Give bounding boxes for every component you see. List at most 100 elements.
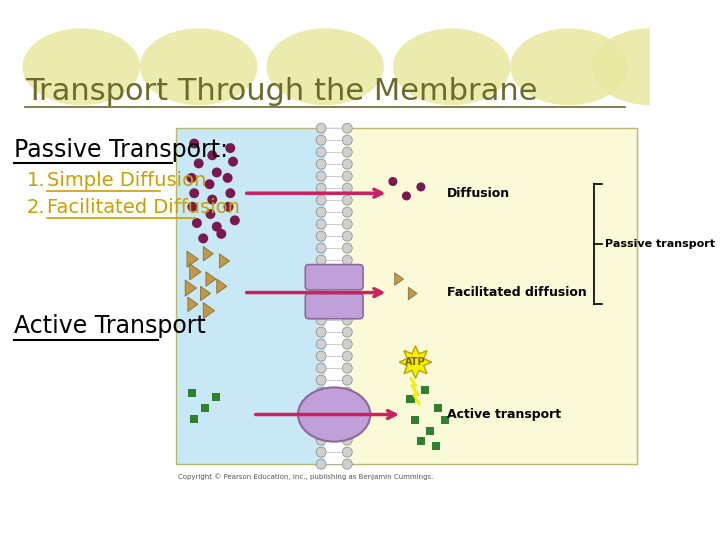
Circle shape [316, 399, 326, 409]
Circle shape [316, 303, 326, 313]
Circle shape [342, 315, 352, 325]
Circle shape [194, 158, 204, 168]
FancyBboxPatch shape [212, 393, 220, 401]
Polygon shape [203, 302, 215, 319]
Polygon shape [217, 279, 227, 293]
Circle shape [316, 351, 326, 361]
Circle shape [316, 291, 326, 301]
Circle shape [316, 195, 326, 205]
Circle shape [342, 339, 352, 349]
Text: Facilitated Diffusion: Facilitated Diffusion [47, 198, 240, 217]
FancyBboxPatch shape [200, 404, 209, 412]
Circle shape [342, 387, 352, 397]
FancyBboxPatch shape [433, 404, 441, 412]
Circle shape [342, 219, 352, 229]
Circle shape [316, 255, 326, 265]
Text: 2.: 2. [27, 198, 46, 217]
Circle shape [342, 267, 352, 277]
Ellipse shape [266, 29, 384, 105]
Text: Active transport: Active transport [447, 408, 561, 421]
Circle shape [204, 179, 215, 189]
Circle shape [225, 188, 235, 198]
Text: Active Transport: Active Transport [14, 314, 205, 338]
Circle shape [342, 363, 352, 373]
Circle shape [342, 291, 352, 301]
Circle shape [222, 173, 233, 183]
Ellipse shape [592, 29, 709, 105]
Circle shape [316, 135, 326, 145]
Circle shape [316, 435, 326, 445]
Text: Diffusion: Diffusion [447, 187, 510, 200]
FancyBboxPatch shape [441, 416, 449, 424]
Text: 1.: 1. [27, 171, 46, 190]
Circle shape [189, 188, 199, 198]
Text: ATP: ATP [405, 357, 426, 367]
Circle shape [342, 135, 352, 145]
Ellipse shape [298, 387, 370, 442]
Circle shape [402, 191, 411, 200]
Circle shape [316, 231, 326, 241]
Circle shape [316, 171, 326, 181]
Circle shape [207, 150, 217, 160]
FancyBboxPatch shape [305, 293, 363, 319]
Circle shape [212, 167, 222, 178]
Circle shape [316, 363, 326, 373]
Circle shape [342, 279, 352, 289]
FancyBboxPatch shape [418, 437, 426, 445]
Circle shape [186, 173, 197, 183]
FancyBboxPatch shape [432, 442, 440, 450]
Polygon shape [185, 280, 197, 296]
Circle shape [316, 339, 326, 349]
Circle shape [316, 183, 326, 193]
Circle shape [342, 351, 352, 361]
Ellipse shape [510, 29, 628, 105]
FancyBboxPatch shape [189, 415, 198, 423]
Text: Simple Diffusion: Simple Diffusion [47, 171, 207, 190]
Polygon shape [203, 247, 213, 261]
Circle shape [342, 123, 352, 133]
Circle shape [198, 233, 208, 244]
Circle shape [342, 459, 352, 469]
Polygon shape [189, 264, 201, 280]
Text: Facilitated diffusion: Facilitated diffusion [447, 286, 587, 299]
Circle shape [342, 411, 352, 421]
Circle shape [205, 209, 215, 219]
Polygon shape [408, 287, 417, 300]
Circle shape [316, 123, 326, 133]
Circle shape [316, 447, 326, 457]
Circle shape [316, 459, 326, 469]
Circle shape [342, 207, 352, 217]
Circle shape [216, 229, 226, 239]
Circle shape [316, 423, 326, 433]
Circle shape [342, 183, 352, 193]
Circle shape [316, 375, 326, 385]
Circle shape [416, 183, 426, 191]
Circle shape [342, 303, 352, 313]
Circle shape [316, 411, 326, 421]
Polygon shape [395, 273, 403, 285]
FancyBboxPatch shape [176, 128, 334, 464]
Circle shape [342, 171, 352, 181]
FancyBboxPatch shape [334, 128, 636, 464]
Polygon shape [399, 346, 432, 379]
Circle shape [316, 243, 326, 253]
Circle shape [342, 231, 352, 241]
Polygon shape [206, 272, 216, 286]
Circle shape [342, 423, 352, 433]
Circle shape [212, 222, 222, 232]
FancyBboxPatch shape [188, 389, 196, 397]
FancyBboxPatch shape [411, 416, 419, 424]
Ellipse shape [393, 29, 510, 105]
Circle shape [223, 202, 233, 212]
Circle shape [342, 375, 352, 385]
Circle shape [342, 435, 352, 445]
FancyBboxPatch shape [305, 265, 363, 290]
Circle shape [316, 279, 326, 289]
Circle shape [192, 218, 202, 228]
Circle shape [316, 219, 326, 229]
Circle shape [388, 177, 397, 186]
Text: Passive Transport:: Passive Transport: [14, 138, 228, 162]
Circle shape [342, 243, 352, 253]
Circle shape [342, 399, 352, 409]
Circle shape [316, 387, 326, 397]
